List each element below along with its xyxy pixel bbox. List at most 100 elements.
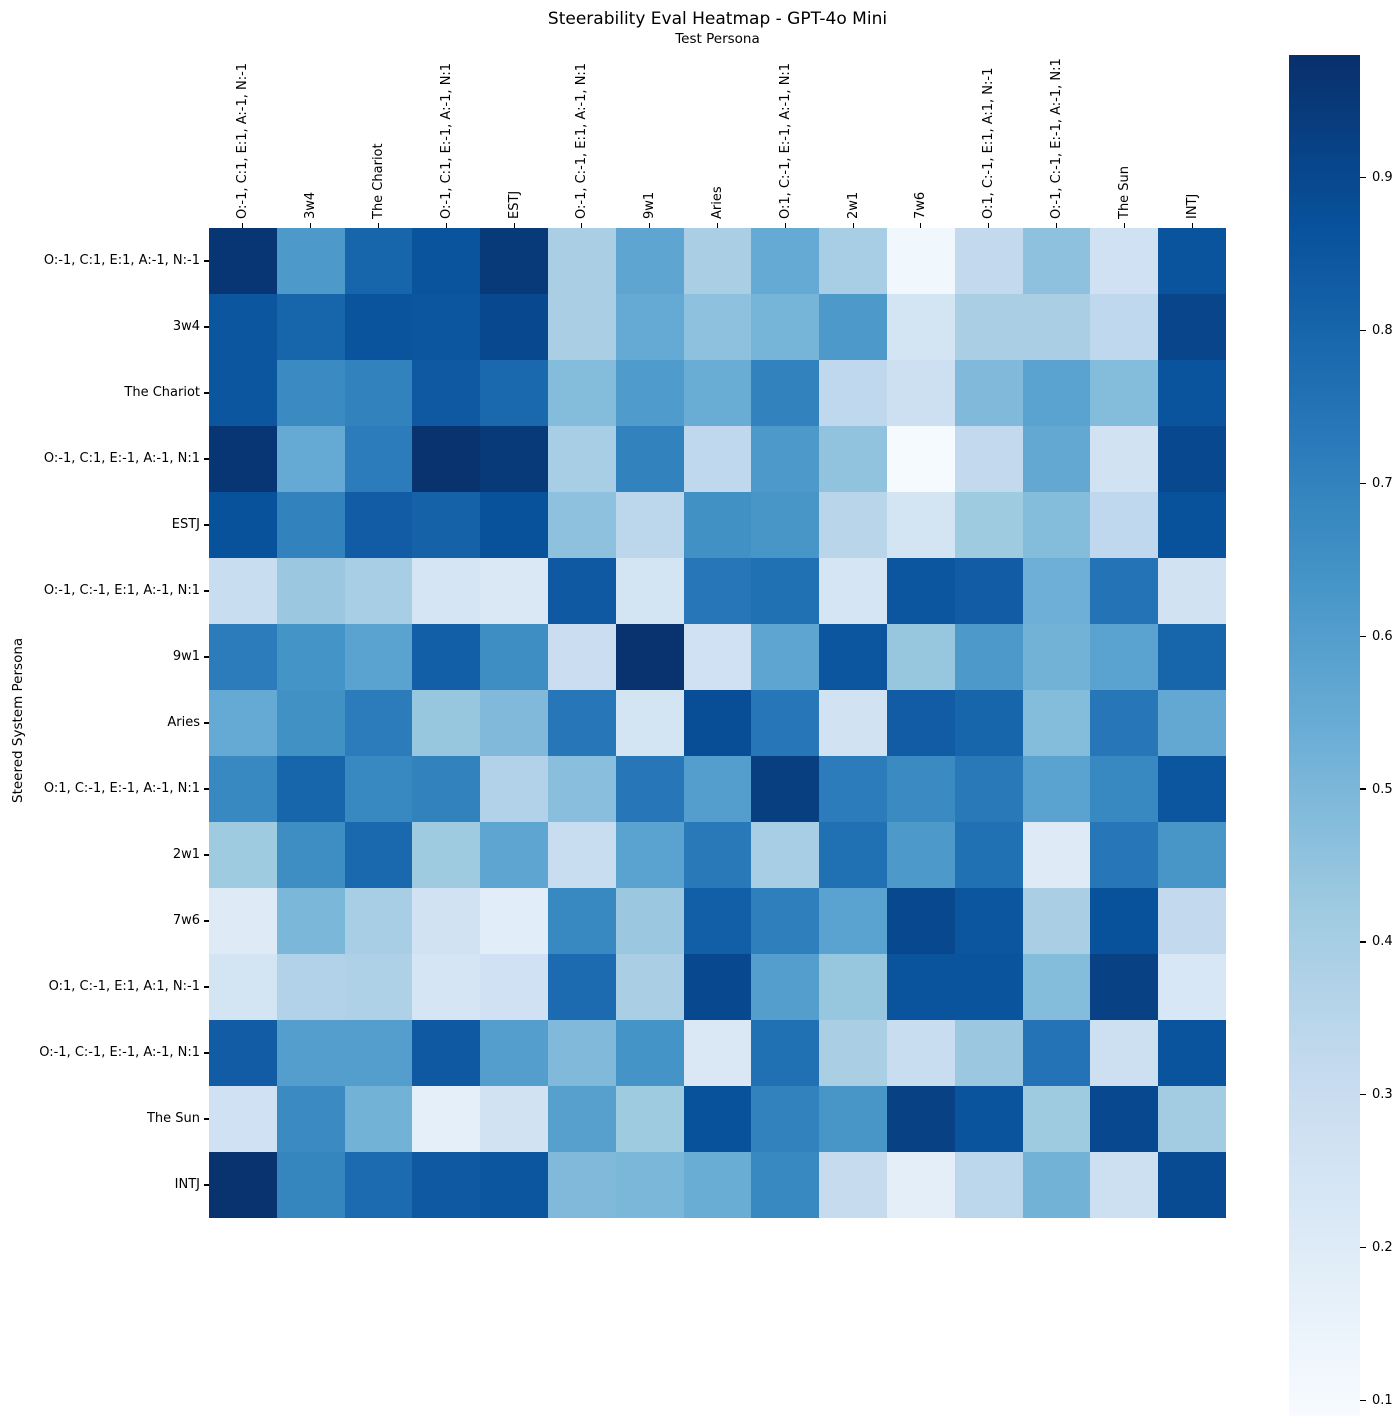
heatmap-cell (819, 360, 887, 426)
heatmap-cell (615, 228, 684, 294)
heatmap-cell (209, 888, 277, 954)
heatmap-cell (819, 888, 887, 954)
heatmap-cell (548, 558, 616, 624)
heatmap-cell (209, 294, 277, 360)
heatmap-cell (751, 690, 820, 756)
heatmap-cell (1158, 426, 1226, 492)
heatmap-cell (209, 1152, 277, 1218)
y-tick-label: INTJ (174, 1177, 200, 1192)
heatmap-cell (480, 1152, 548, 1218)
heatmap-cell (683, 624, 752, 690)
heatmap-cell (548, 822, 616, 888)
y-tick-label: O:1, C:-1, E:1, A:1, N:-1 (48, 979, 200, 994)
heatmap-cell (209, 558, 277, 624)
chart-title: Steerability Eval Heatmap - GPT-4o Mini (547, 9, 888, 29)
heatmap-cell (954, 1086, 1023, 1152)
x-tick (581, 223, 583, 228)
heatmap-cell (548, 624, 616, 690)
x-tick (988, 223, 990, 228)
x-tick-label: INTJ (1184, 193, 1200, 219)
heatmap-cell (819, 492, 887, 558)
heatmap-cell (887, 624, 955, 690)
heatmap-cell (887, 756, 955, 822)
colorbar-tick-label: 0.3 (1372, 1087, 1393, 1103)
heatmap-cell (615, 954, 684, 1020)
y-tick-label: 7w6 (172, 913, 200, 928)
heatmap-cell (276, 558, 345, 624)
x-tick-label: O:-1, C:-1, E:1, A:-1, N:1 (574, 62, 590, 219)
heatmap-cell (819, 1152, 887, 1218)
heatmap-cell (887, 558, 955, 624)
colorbar-tick (1360, 1094, 1366, 1096)
heatmap-cell (1090, 822, 1159, 888)
colorbar-tick (1360, 788, 1366, 790)
colorbar-tick-label: 0.7 (1372, 475, 1393, 491)
y-tick (204, 458, 209, 460)
heatmap-cell (480, 690, 548, 756)
heatmap-cell (548, 1020, 616, 1086)
heatmap-cell (344, 624, 413, 690)
heatmap-cell (412, 1152, 481, 1218)
x-tick-label: O:-1, C:1, E:-1, A:-1, N:1 (438, 62, 454, 219)
heatmap-cell (751, 888, 820, 954)
x-tick-label: 2w1 (845, 191, 861, 219)
heatmap-cell (1090, 360, 1159, 426)
y-tick (204, 986, 209, 988)
heatmap-cell (819, 1020, 887, 1086)
x-tick (852, 223, 854, 228)
x-tick (716, 223, 719, 228)
heatmap-cell (548, 426, 616, 492)
heatmap-cell (344, 888, 413, 954)
heatmap-cell (1090, 888, 1159, 954)
heatmap-cell (480, 756, 548, 822)
heatmap-cell (751, 1152, 820, 1218)
heatmap-cell (412, 888, 481, 954)
y-tick-label: The Chariot (124, 385, 200, 400)
heatmap-cell (1158, 822, 1226, 888)
heatmap-cell (276, 426, 345, 492)
x-tick (242, 223, 244, 228)
colorbar-tick (1360, 176, 1366, 178)
heatmap-cell (954, 426, 1023, 492)
heatmap-cell (209, 360, 277, 426)
heatmap-cell (344, 294, 413, 360)
x-tick-label: ESTJ (506, 190, 522, 219)
heatmap-cell (276, 1086, 345, 1152)
heatmap-cell (1022, 1086, 1091, 1152)
heatmap-cell (276, 624, 345, 690)
heatmap-cell (615, 426, 684, 492)
x-tick-label: O:-1, C:1, E:1, A:-1, N:-1 (235, 62, 251, 219)
x-tick (445, 223, 447, 228)
y-tick (204, 788, 209, 790)
y-tick (204, 722, 209, 724)
heatmap-cell (344, 360, 413, 426)
heatmap-cell (1022, 756, 1091, 822)
heatmap-cell (954, 624, 1023, 690)
heatmap-cell (751, 822, 820, 888)
heatmap-cell (548, 954, 616, 1020)
heatmap-cell (1158, 492, 1226, 558)
heatmap-cell (615, 690, 684, 756)
heatmap-cell (344, 1020, 413, 1086)
heatmap-cell (683, 954, 752, 1020)
heatmap-cell (1022, 228, 1091, 294)
x-tick-label: O:-1, C:-1, E:-1, A:-1, N:1 (1049, 58, 1064, 219)
heatmap-cell (954, 492, 1023, 558)
heatmap-cell (344, 1086, 413, 1152)
x-tick (784, 223, 786, 228)
heatmap-cell (615, 360, 684, 426)
heatmap-cell (1158, 1152, 1226, 1218)
y-tick (204, 854, 209, 856)
heatmap-cell (954, 954, 1023, 1020)
heatmap-cell (819, 822, 887, 888)
colorbar-tick-label: 0.4 (1372, 934, 1393, 950)
heatmap-cell (412, 690, 481, 756)
heatmap-cell (276, 294, 345, 360)
heatmap-cell (1090, 954, 1159, 1020)
heatmap-cell (954, 756, 1023, 822)
heatmap-cell (615, 888, 684, 954)
heatmap-cell (480, 624, 548, 690)
heatmap-cell (751, 228, 820, 294)
heatmap-cell (615, 1020, 684, 1086)
heatmap-cell (683, 294, 752, 360)
